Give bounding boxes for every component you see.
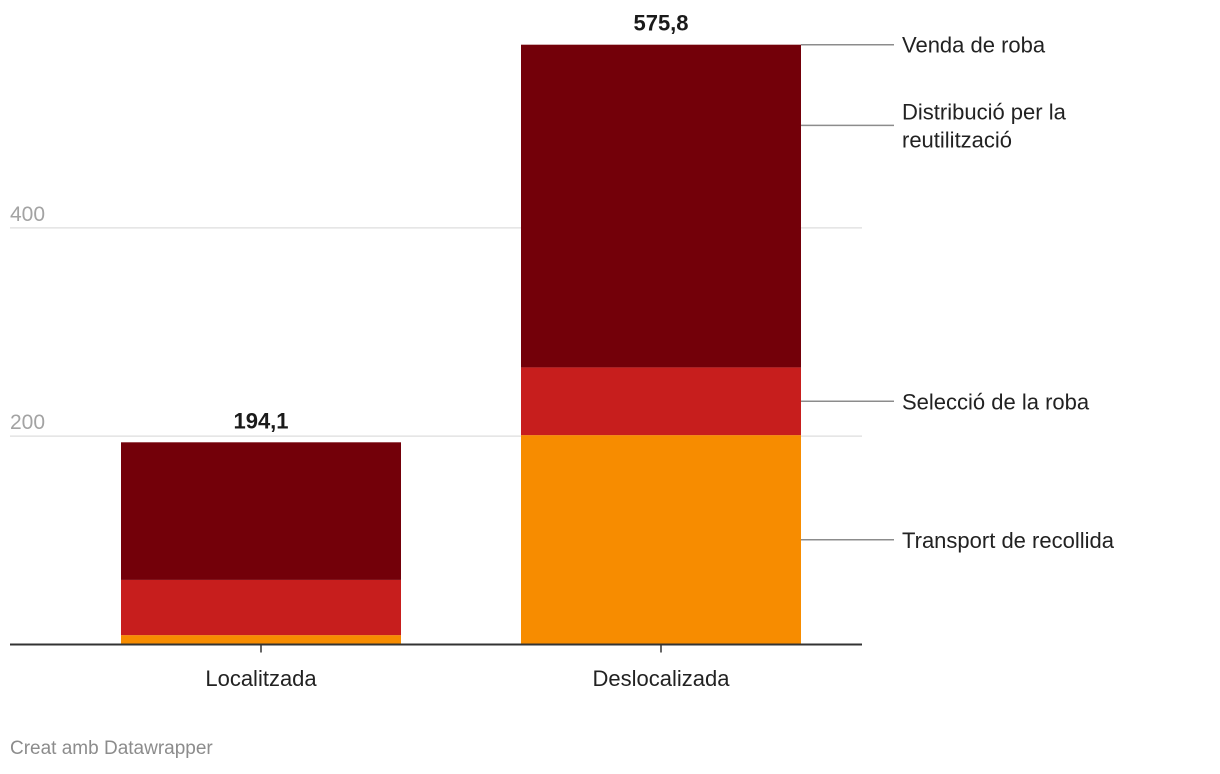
bar-deslocalizada-seg-1 — [521, 367, 801, 436]
total-label-deslocalizada: 575,8 — [633, 11, 688, 36]
legend-label-0: Transport de recollida — [902, 528, 1115, 553]
legend-label-3: Venda de roba — [902, 33, 1046, 58]
legend-label-2-line-1: reutilització — [902, 127, 1012, 152]
label-layer: 194,1 Localitzada 575,8 Deslocalizada — [205, 11, 730, 691]
bar-localitzada-seg-1 — [121, 579, 401, 636]
bar-localitzada-seg-2 — [121, 442, 401, 580]
x-category-label-deslocalizada: Deslocalizada — [593, 666, 731, 691]
bar-layer — [121, 44, 801, 645]
bar-deslocalizada-seg-2 — [521, 44, 801, 368]
x-category-label-localitzada: Localitzada — [205, 666, 317, 691]
y-tick-label-400: 400 — [10, 203, 45, 226]
bar-deslocalizada-seg-0 — [521, 435, 801, 645]
y-tick-label-200: 200 — [10, 411, 45, 434]
axis-layer — [10, 643, 862, 653]
legend-label-2-line-0: Distribució per la — [902, 99, 1067, 124]
legend-label-2: Distribució per la reutilització — [902, 99, 1067, 152]
total-label-localitzada: 194,1 — [233, 408, 288, 433]
legend-label-1: Selecció de la roba — [902, 389, 1090, 414]
bar-localitzada-seg-0 — [121, 635, 401, 645]
legend-layer: Transport de recollida Selecció de la rob… — [801, 33, 1115, 553]
credit-footer: Creat amb Datawrapper — [10, 738, 213, 759]
